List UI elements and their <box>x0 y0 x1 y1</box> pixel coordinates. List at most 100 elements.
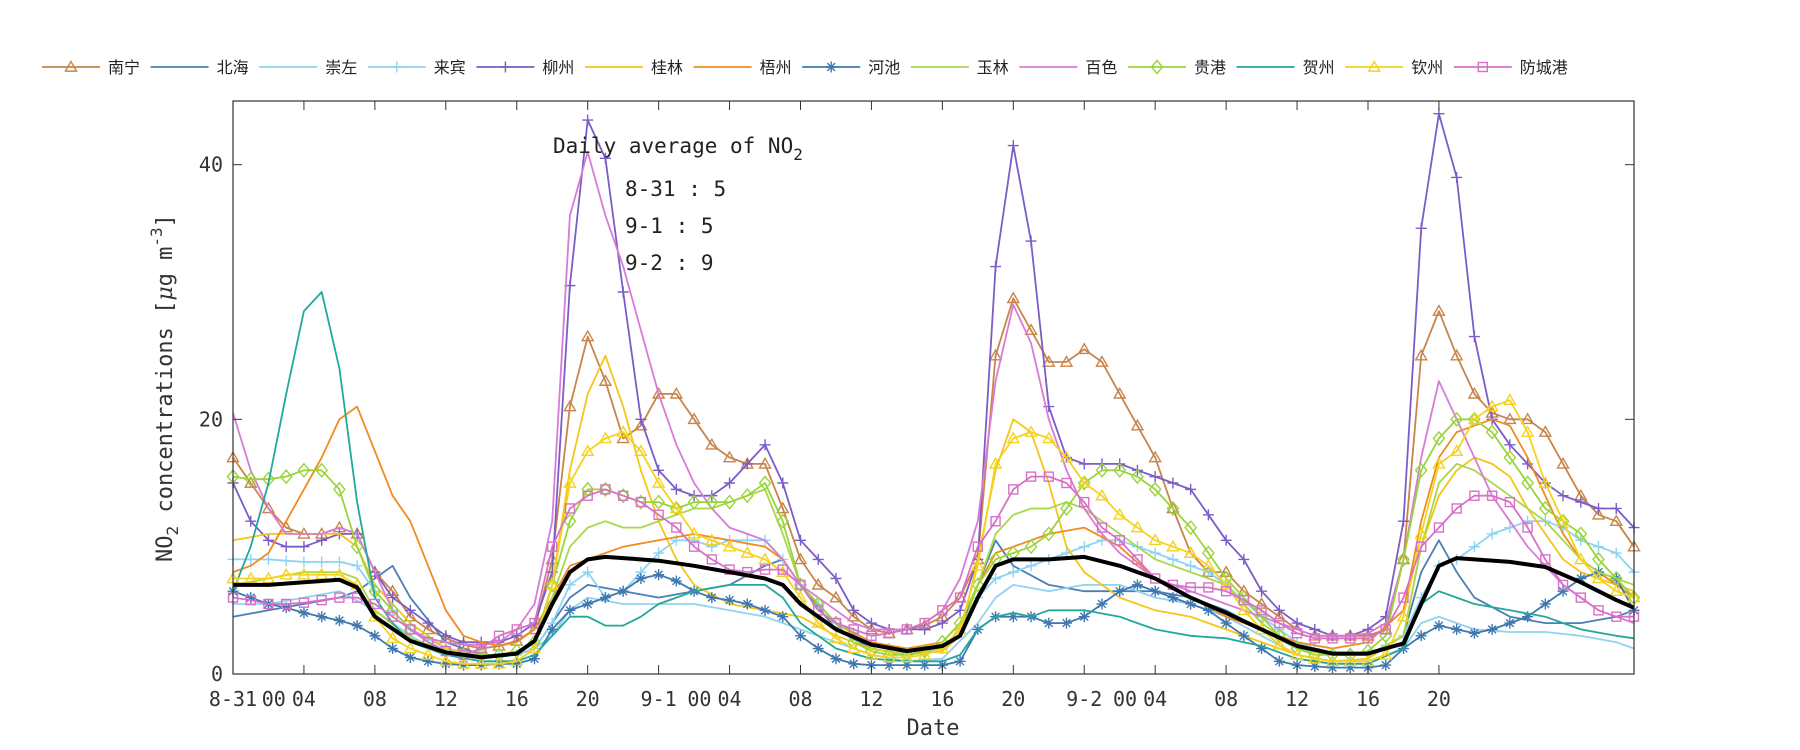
x-tick-label: 04 <box>292 687 316 711</box>
data-point <box>1398 592 1409 603</box>
y-tick-label: 40 <box>199 153 223 177</box>
data-point <box>245 592 257 604</box>
data-point <box>1183 546 1198 558</box>
data-point <box>580 329 595 342</box>
data-point <box>740 488 754 504</box>
data-point <box>1273 604 1285 616</box>
data-point <box>759 439 771 451</box>
data-point <box>245 594 256 606</box>
data-point <box>1504 617 1516 629</box>
y-tick-label: 0 <box>211 662 223 686</box>
data-point <box>758 552 772 565</box>
data-point <box>990 516 1001 527</box>
data-point <box>1149 471 1161 483</box>
data-point <box>387 611 398 622</box>
data-point <box>493 630 505 641</box>
data-point <box>598 374 613 386</box>
data-point <box>1609 584 1623 597</box>
data-point <box>1609 514 1623 527</box>
data-point <box>1203 582 1214 593</box>
data-point <box>1557 579 1569 591</box>
data-point <box>688 534 700 546</box>
data-point <box>527 622 542 635</box>
data-point <box>1538 500 1552 517</box>
data-point <box>972 541 984 552</box>
data-point <box>1148 450 1162 463</box>
data-point <box>387 643 399 655</box>
data-point <box>794 630 806 642</box>
legend-label: 柳州 <box>542 58 574 77</box>
x-tick-label: 08 <box>788 687 812 711</box>
data-point <box>315 462 329 478</box>
data-point <box>582 114 594 126</box>
data-point <box>1361 643 1375 659</box>
legend-label: 百色 <box>1085 58 1117 77</box>
data-point <box>1433 108 1445 120</box>
data-point <box>1451 623 1463 635</box>
data-point <box>687 527 701 539</box>
data-point <box>846 609 861 622</box>
data-point <box>1486 490 1498 501</box>
data-point <box>262 553 274 565</box>
data-point <box>1397 551 1410 567</box>
data-point <box>652 494 666 510</box>
x-tick-label: 08 <box>363 687 387 711</box>
x-tick-label: 00 <box>1113 687 1137 711</box>
data-point <box>777 611 789 623</box>
data-point <box>1503 449 1517 466</box>
data-point <box>1007 140 1019 152</box>
data-point <box>350 539 364 555</box>
data-point <box>279 469 293 485</box>
data-point <box>527 641 542 654</box>
x-axis-title: Date <box>907 716 960 741</box>
data-point <box>776 513 790 529</box>
legend-label: 北海 <box>217 58 249 77</box>
data-point <box>1059 355 1074 367</box>
data-point <box>280 555 292 567</box>
data-point <box>1256 585 1268 597</box>
data-point <box>1538 425 1553 437</box>
data-point <box>1379 647 1393 660</box>
data-point <box>1095 488 1109 501</box>
data-point <box>1449 444 1464 456</box>
data-point <box>1113 462 1127 478</box>
data-point <box>971 577 985 593</box>
x-tick-label: 04 <box>718 687 742 711</box>
data-point <box>1130 418 1145 431</box>
data-point <box>1184 519 1198 536</box>
data-point <box>777 564 788 575</box>
data-point <box>582 490 593 501</box>
data-point <box>1450 411 1464 427</box>
data-point <box>564 579 576 591</box>
legend-item: 防城港 <box>1453 58 1568 77</box>
data-point <box>1167 553 1179 565</box>
data-point <box>724 594 736 606</box>
data-point <box>582 566 594 578</box>
data-point <box>369 598 381 610</box>
series-layer <box>226 108 1641 674</box>
data-point <box>298 597 310 608</box>
data-point <box>1575 573 1587 584</box>
annotation-line: 9-1 : 5 <box>625 214 714 238</box>
legend-label: 防城港 <box>1520 58 1568 77</box>
data-point <box>1132 554 1143 565</box>
x-tick-label: 00 <box>262 687 286 711</box>
data-point <box>580 444 595 456</box>
data-point <box>866 630 877 641</box>
data-point <box>1219 565 1233 577</box>
data-point <box>1345 633 1356 644</box>
data-point <box>740 546 754 558</box>
data-point <box>1468 627 1480 639</box>
data-point <box>1433 522 1445 533</box>
data-point <box>422 617 434 629</box>
legend-marker <box>64 60 78 72</box>
data-point <box>1504 439 1516 451</box>
series-柳州 <box>227 108 1640 648</box>
x-tick-label: 20 <box>576 687 600 711</box>
legend-marker <box>391 61 403 73</box>
data-point <box>1610 502 1622 514</box>
data-point <box>1095 462 1109 478</box>
data-point <box>244 471 258 487</box>
series-百色 <box>232 151 1635 646</box>
